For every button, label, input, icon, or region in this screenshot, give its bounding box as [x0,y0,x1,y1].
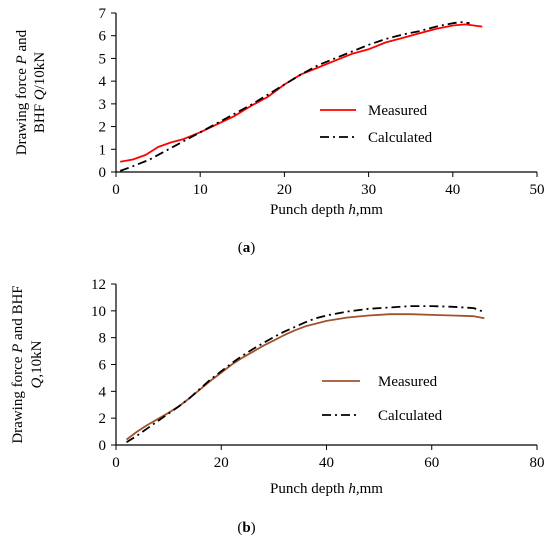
panel-label: (b) [237,520,255,536]
y-axis-label: Drawing force P and [14,29,30,155]
y-tick-label: 5 [99,51,107,67]
chart-panel-0: 0 10 20 30 40 50 0 1 2 3 4 5 6 7 Punch depth h,mm Drawi… [14,6,545,256]
series-line-calculated [126,305,485,444]
x-tick-label: 40 [319,455,334,471]
y-tick-label: 6 [99,358,107,374]
y-tick-label: 12 [91,277,106,293]
chart-panel-1: 0 20 40 60 80 0 2 4 6 8 10 12 Punch depth h,mm Drawin… [10,277,545,536]
series-line-measured [120,23,483,163]
y-tick-label: 6 [99,29,107,45]
y-tick-label: 7 [99,6,107,22]
y-tick-label: 0 [99,165,107,181]
x-tick-label: 80 [530,455,545,471]
x-axis-label: Punch depth h,mm [270,481,383,497]
x-tick-label: 20 [214,455,229,471]
y-axis-label: BHF Q/10kN [32,52,48,133]
y-axis-label: Drawing force P and BHF [10,285,26,443]
y-tick-label: 3 [99,97,107,113]
x-tick-label: 40 [445,182,460,198]
y-tick-label: 4 [99,74,107,90]
legend-label-calculated: Calculated [378,408,443,424]
y-tick-label: 2 [99,411,107,427]
y-tick-label: 2 [99,120,107,136]
panel-label: (a) [238,240,256,256]
x-tick-label: 30 [361,182,376,198]
x-axis-label: Punch depth h,mm [270,202,383,218]
y-tick-label: 8 [99,331,107,347]
y-axis-label: Q,10kN [29,340,45,388]
x-tick-label: 0 [112,455,120,471]
legend-label-calculated: Calculated [368,130,433,146]
y-tick-label: 10 [91,304,106,320]
x-tick-label: 0 [112,182,120,198]
x-tick-label: 10 [193,182,208,198]
legend-label-measured: Measured [378,374,438,390]
x-tick-label: 50 [530,182,545,198]
legend-label-measured: Measured [368,103,428,119]
series-line-calculated [119,21,470,172]
y-tick-label: 0 [99,438,107,454]
x-tick-label: 60 [424,455,439,471]
y-tick-label: 4 [99,384,107,400]
y-tick-label: 1 [99,142,107,158]
x-tick-label: 20 [277,182,292,198]
